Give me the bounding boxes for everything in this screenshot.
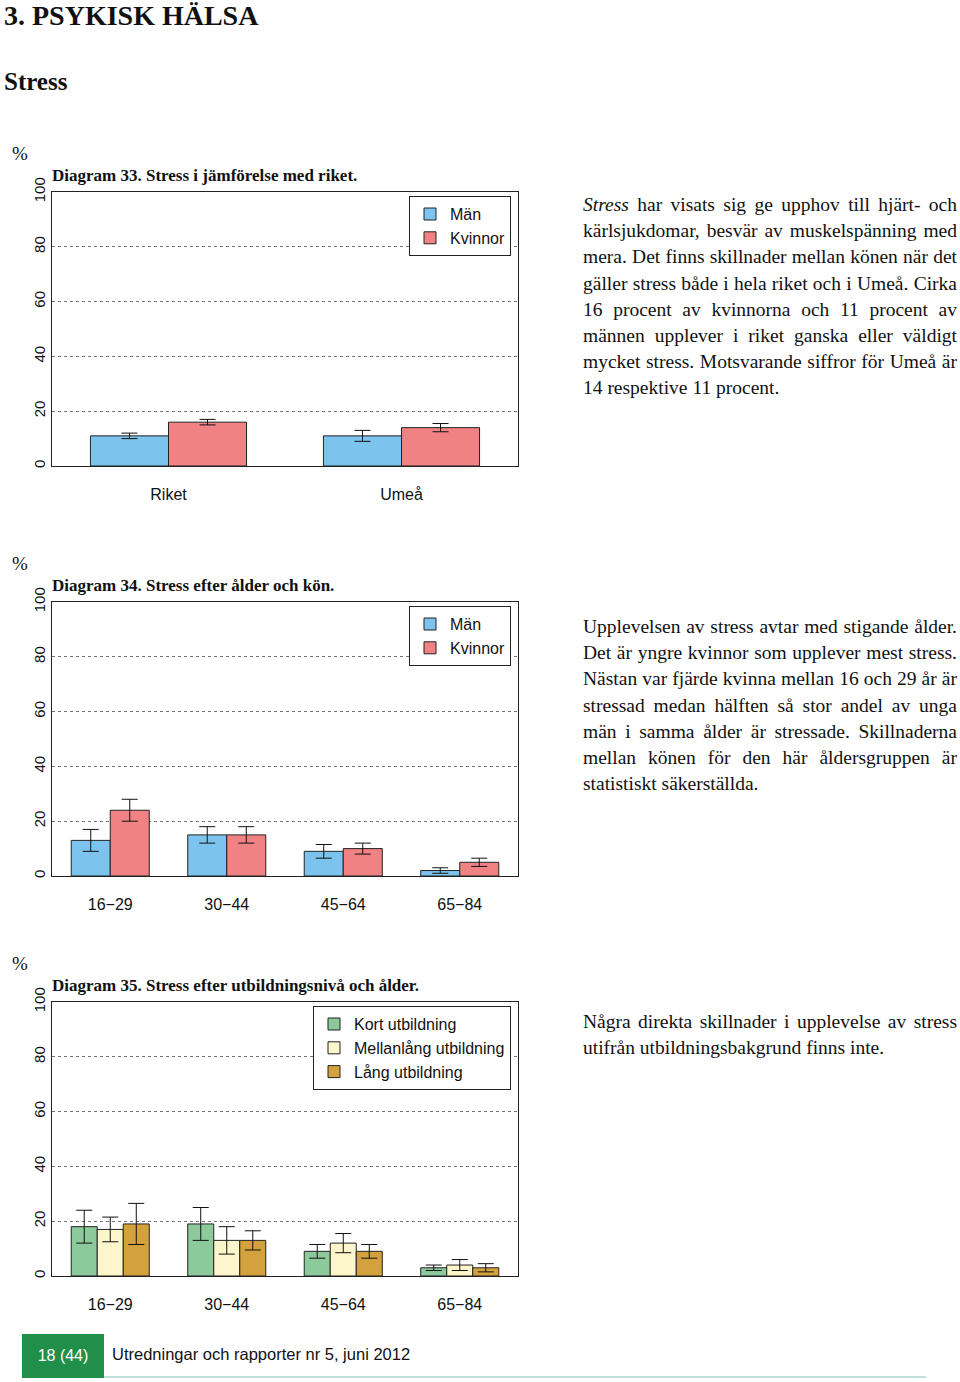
svg-text:45−64: 45−64 [321,1296,366,1313]
html-text:Några direkta skillnader i upp: Några direkta skillnader i upplevelse av… [583,1011,957,1059]
svg-text:30−44: 30−44 [204,896,249,913]
svg-text:Diagram 34. Stress efter ålder: Diagram 34. Stress efter ålder och kön. [52,576,334,595]
svg-text:Diagram 33. Stress i jämförels: Diagram 33. Stress i jämförelse med rike… [52,166,357,185]
svg-text:16−29: 16−29 [88,1296,133,1313]
svg-text:Män: Män [450,616,481,633]
svg-text:Riket: Riket [150,486,187,503]
svg-text:20: 20 [31,811,48,828]
svg-text:80: 80 [31,646,48,663]
html-text:Utredningar och rapporter nr 5: Utredningar och rapporter nr 5, juni 201… [112,1345,411,1363]
svg-text:%: % [12,143,28,164]
svg-text:60: 60 [31,701,48,718]
svg-text:45−64: 45−64 [321,896,366,913]
svg-text:60: 60 [31,291,48,308]
svg-text:100: 100 [31,987,48,1012]
svg-text:20: 20 [31,401,48,418]
svg-text:Diagram 35. Stress efter utbil: Diagram 35. Stress efter utbildningsnivå… [52,976,419,995]
svg-text:100: 100 [31,587,48,612]
svg-text:16−29: 16−29 [88,896,133,913]
svg-text:Kvinnor: Kvinnor [450,230,505,247]
svg-text:%: % [12,953,28,974]
svg-text:0: 0 [31,1270,48,1278]
svg-text:40: 40 [31,1156,48,1173]
svg-text:0: 0 [31,870,48,878]
svg-text:80: 80 [31,1046,48,1063]
html-text:Upplevelsen av stress avtar me: Upplevelsen av stress avtar med stigande… [583,616,957,795]
svg-text:65−84: 65−84 [437,896,482,913]
svg-text:40: 40 [31,756,48,773]
svg-text:60: 60 [31,1101,48,1118]
svg-text:30−44: 30−44 [204,1296,249,1313]
svg-text:80: 80 [31,236,48,253]
svg-text:Kort utbildning: Kort utbildning [354,1016,456,1033]
svg-text:Män: Män [450,206,481,223]
html-text:Stress: Stress [4,68,68,95]
html-text:Stress har visats sig ge uppho: Stress har visats sig ge upphov till hjä… [583,194,957,399]
svg-text:Mellanlång utbildning: Mellanlång utbildning [354,1040,504,1057]
svg-text:Kvinnor: Kvinnor [450,640,505,657]
svg-text:Umeå: Umeå [380,486,423,503]
svg-text:65−84: 65−84 [437,1296,482,1313]
svg-text:0: 0 [31,460,48,468]
html-text:3. PSYKISK HÄLSA: 3. PSYKISK HÄLSA [4,0,259,31]
html-text:18 (44): 18 (44) [37,1347,89,1364]
svg-text:40: 40 [31,346,48,363]
svg-text:Lång utbildning: Lång utbildning [354,1064,463,1081]
svg-text:20: 20 [31,1211,48,1228]
svg-text:100: 100 [31,177,48,202]
svg-text:%: % [12,553,28,574]
